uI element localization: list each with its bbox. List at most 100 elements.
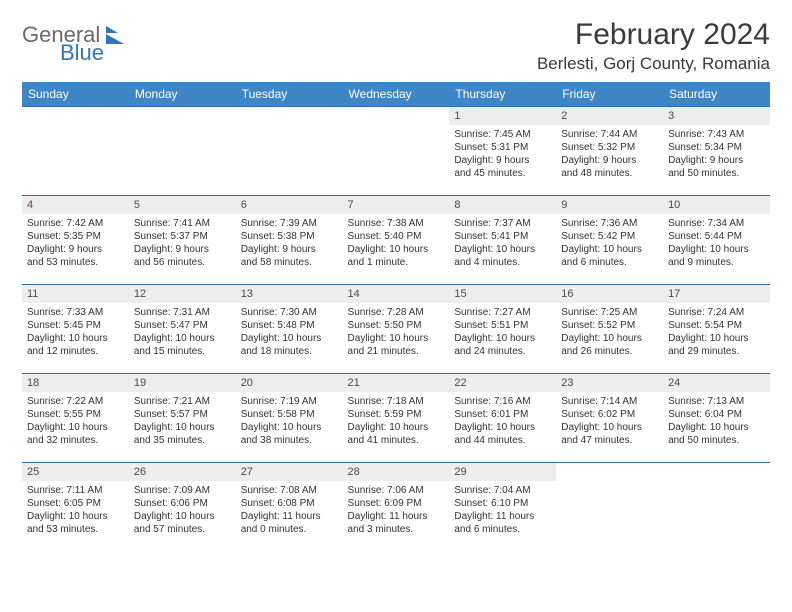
calendar-week-row: 11Sunrise: 7:33 AMSunset: 5:45 PMDayligh…	[22, 285, 770, 374]
day-number: 15	[449, 285, 556, 303]
day-number: 16	[556, 285, 663, 303]
sunset-line: Sunset: 5:50 PM	[348, 319, 445, 332]
daylight-line: Daylight: 10 hours	[134, 332, 231, 345]
sunset-line: Sunset: 5:47 PM	[134, 319, 231, 332]
daylight-line: Daylight: 10 hours	[241, 421, 338, 434]
daylight-line: and 1 minute.	[348, 256, 445, 269]
daylight-line: and 41 minutes.	[348, 434, 445, 447]
calendar-day-cell: 16Sunrise: 7:25 AMSunset: 5:52 PMDayligh…	[556, 285, 663, 374]
daylight-line: and 24 minutes.	[454, 345, 551, 358]
sunset-line: Sunset: 5:31 PM	[454, 141, 551, 154]
sunrise-line: Sunrise: 7:42 AM	[27, 217, 124, 230]
day-details: Sunrise: 7:19 AMSunset: 5:58 PMDaylight:…	[236, 392, 343, 449]
sunset-line: Sunset: 6:06 PM	[134, 497, 231, 510]
daylight-line: Daylight: 9 hours	[561, 154, 658, 167]
day-number: 28	[343, 463, 450, 481]
day-number: 10	[663, 196, 770, 214]
calendar-day-cell	[236, 107, 343, 196]
title-block: February 2024 Berlesti, Gorj County, Rom…	[537, 18, 770, 74]
day-details: Sunrise: 7:25 AMSunset: 5:52 PMDaylight:…	[556, 303, 663, 360]
sunset-line: Sunset: 5:35 PM	[27, 230, 124, 243]
day-details: Sunrise: 7:08 AMSunset: 6:08 PMDaylight:…	[236, 481, 343, 538]
day-number: 29	[449, 463, 556, 481]
calendar-day-cell: 4Sunrise: 7:42 AMSunset: 5:35 PMDaylight…	[22, 196, 129, 285]
day-details: Sunrise: 7:38 AMSunset: 5:40 PMDaylight:…	[343, 214, 450, 271]
calendar-day-cell	[22, 107, 129, 196]
brand-triangle-icon	[104, 26, 124, 42]
calendar-day-cell: 8Sunrise: 7:37 AMSunset: 5:41 PMDaylight…	[449, 196, 556, 285]
day-number: 2	[556, 107, 663, 125]
day-number: 26	[129, 463, 236, 481]
weekday-header-row: Sunday Monday Tuesday Wednesday Thursday…	[22, 82, 770, 107]
month-title: February 2024	[537, 18, 770, 52]
calendar-day-cell: 11Sunrise: 7:33 AMSunset: 5:45 PMDayligh…	[22, 285, 129, 374]
daylight-line: and 15 minutes.	[134, 345, 231, 358]
day-details: Sunrise: 7:34 AMSunset: 5:44 PMDaylight:…	[663, 214, 770, 271]
sunrise-line: Sunrise: 7:18 AM	[348, 395, 445, 408]
sunrise-line: Sunrise: 7:39 AM	[241, 217, 338, 230]
calendar-day-cell: 19Sunrise: 7:21 AMSunset: 5:57 PMDayligh…	[129, 374, 236, 463]
day-details: Sunrise: 7:44 AMSunset: 5:32 PMDaylight:…	[556, 125, 663, 182]
sunrise-line: Sunrise: 7:16 AM	[454, 395, 551, 408]
sunset-line: Sunset: 5:40 PM	[348, 230, 445, 243]
daylight-line: Daylight: 11 hours	[454, 510, 551, 523]
sunrise-line: Sunrise: 7:04 AM	[454, 484, 551, 497]
daylight-line: and 53 minutes.	[27, 523, 124, 536]
daylight-line: and 26 minutes.	[561, 345, 658, 358]
sunset-line: Sunset: 6:01 PM	[454, 408, 551, 421]
day-details: Sunrise: 7:39 AMSunset: 5:38 PMDaylight:…	[236, 214, 343, 271]
daylight-line: and 21 minutes.	[348, 345, 445, 358]
calendar-day-cell: 14Sunrise: 7:28 AMSunset: 5:50 PMDayligh…	[343, 285, 450, 374]
day-details: Sunrise: 7:09 AMSunset: 6:06 PMDaylight:…	[129, 481, 236, 538]
daylight-line: Daylight: 10 hours	[134, 510, 231, 523]
sunset-line: Sunset: 5:38 PM	[241, 230, 338, 243]
sunrise-line: Sunrise: 7:14 AM	[561, 395, 658, 408]
daylight-line: Daylight: 10 hours	[668, 332, 765, 345]
sunrise-line: Sunrise: 7:33 AM	[27, 306, 124, 319]
calendar-day-cell: 23Sunrise: 7:14 AMSunset: 6:02 PMDayligh…	[556, 374, 663, 463]
sunset-line: Sunset: 5:55 PM	[27, 408, 124, 421]
day-number: 13	[236, 285, 343, 303]
calendar-day-cell: 2Sunrise: 7:44 AMSunset: 5:32 PMDaylight…	[556, 107, 663, 196]
sunrise-line: Sunrise: 7:06 AM	[348, 484, 445, 497]
daylight-line: Daylight: 9 hours	[134, 243, 231, 256]
daylight-line: and 32 minutes.	[27, 434, 124, 447]
daylight-line: and 6 minutes.	[561, 256, 658, 269]
daylight-line: Daylight: 10 hours	[668, 243, 765, 256]
daylight-line: Daylight: 10 hours	[27, 510, 124, 523]
daylight-line: Daylight: 10 hours	[454, 243, 551, 256]
calendar-day-cell: 22Sunrise: 7:16 AMSunset: 6:01 PMDayligh…	[449, 374, 556, 463]
day-number: 23	[556, 374, 663, 392]
calendar-day-cell: 21Sunrise: 7:18 AMSunset: 5:59 PMDayligh…	[343, 374, 450, 463]
sunrise-line: Sunrise: 7:22 AM	[27, 395, 124, 408]
daylight-line: Daylight: 10 hours	[561, 421, 658, 434]
weekday-header: Friday	[556, 82, 663, 107]
daylight-line: and 38 minutes.	[241, 434, 338, 447]
sunset-line: Sunset: 5:42 PM	[561, 230, 658, 243]
sunrise-line: Sunrise: 7:34 AM	[668, 217, 765, 230]
sunrise-line: Sunrise: 7:28 AM	[348, 306, 445, 319]
calendar-day-cell	[343, 107, 450, 196]
sunset-line: Sunset: 5:44 PM	[668, 230, 765, 243]
calendar-table: Sunday Monday Tuesday Wednesday Thursday…	[22, 82, 770, 552]
sunrise-line: Sunrise: 7:38 AM	[348, 217, 445, 230]
day-number: 5	[129, 196, 236, 214]
daylight-line: and 6 minutes.	[454, 523, 551, 536]
day-details: Sunrise: 7:18 AMSunset: 5:59 PMDaylight:…	[343, 392, 450, 449]
daylight-line: and 58 minutes.	[241, 256, 338, 269]
sunset-line: Sunset: 6:05 PM	[27, 497, 124, 510]
calendar-day-cell: 3Sunrise: 7:43 AMSunset: 5:34 PMDaylight…	[663, 107, 770, 196]
day-number: 25	[22, 463, 129, 481]
calendar-day-cell	[663, 463, 770, 552]
day-details: Sunrise: 7:41 AMSunset: 5:37 PMDaylight:…	[129, 214, 236, 271]
calendar-day-cell: 15Sunrise: 7:27 AMSunset: 5:51 PMDayligh…	[449, 285, 556, 374]
daylight-line: Daylight: 11 hours	[241, 510, 338, 523]
sunrise-line: Sunrise: 7:41 AM	[134, 217, 231, 230]
daylight-line: and 0 minutes.	[241, 523, 338, 536]
sunrise-line: Sunrise: 7:44 AM	[561, 128, 658, 141]
day-details: Sunrise: 7:42 AMSunset: 5:35 PMDaylight:…	[22, 214, 129, 271]
brand-word-2: Blue	[60, 42, 104, 64]
weekday-header: Saturday	[663, 82, 770, 107]
sunrise-line: Sunrise: 7:13 AM	[668, 395, 765, 408]
calendar-day-cell: 24Sunrise: 7:13 AMSunset: 6:04 PMDayligh…	[663, 374, 770, 463]
